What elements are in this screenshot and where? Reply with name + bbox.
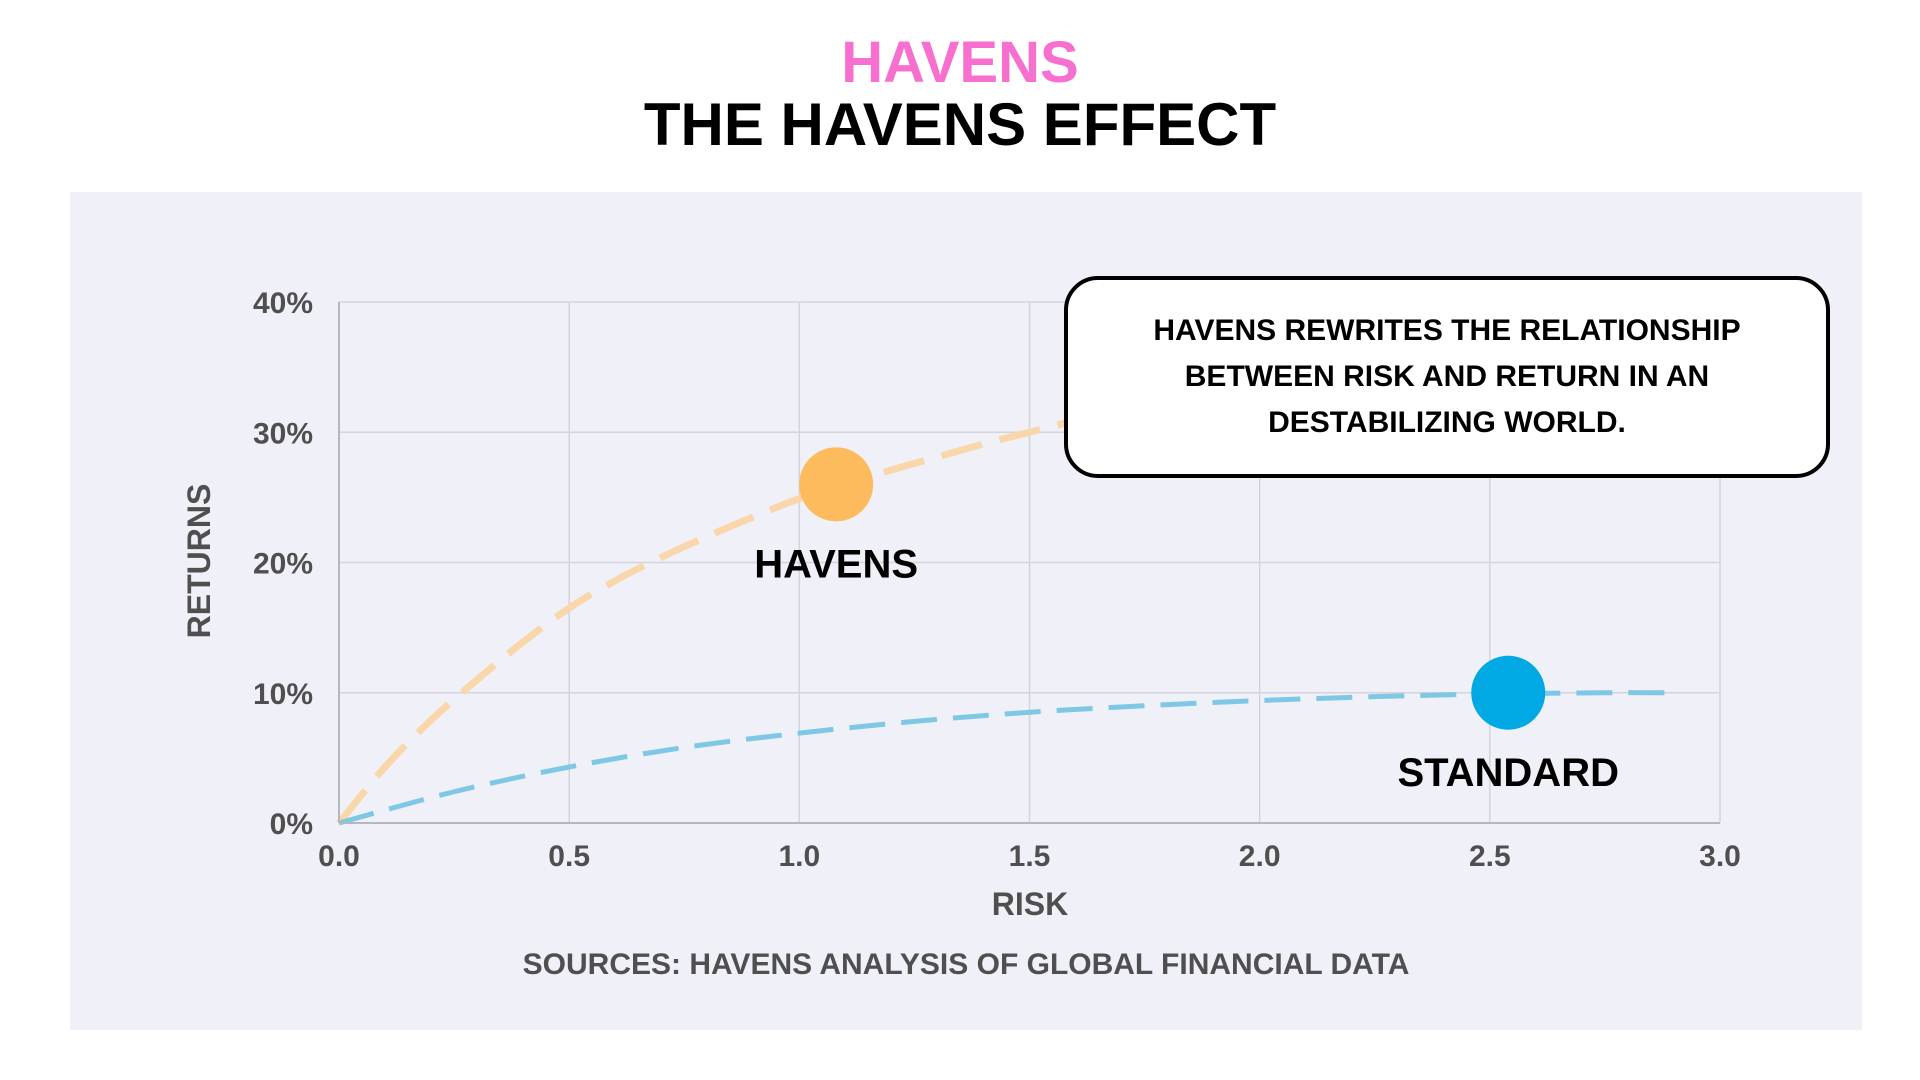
callout-box: HAVENS REWRITES THE RELATIONSHIP BETWEEN… xyxy=(1064,276,1830,478)
x-tick-label: 2.5 xyxy=(1469,840,1511,873)
y-tick-label: 30% xyxy=(253,417,313,450)
chart-axes: 0.0 0.5 1.0 1.5 2.0 2.5 3.0 0% 10% 20% 30% 40% xyxy=(253,287,1741,873)
series-line-havens xyxy=(336,407,1123,826)
point-marker-havens xyxy=(799,447,874,522)
callout-text: HAVENS REWRITES THE RELATIONSHIP BETWEEN… xyxy=(1153,314,1741,439)
x-axis-label: RISK xyxy=(992,886,1068,922)
point-label-havens: HAVENS xyxy=(754,542,918,586)
brand-label: HAVENS xyxy=(841,30,1079,95)
y-tick-label: 20% xyxy=(253,548,313,581)
x-tick-label: 0.0 xyxy=(318,840,360,873)
x-tick-label: 2.0 xyxy=(1239,840,1281,873)
x-tick-label: 1.0 xyxy=(778,840,820,873)
page-title: THE HAVENS EFFECT xyxy=(643,91,1277,158)
chart-points: HAVENS STANDARD xyxy=(754,447,1619,795)
x-tick-label: 0.5 xyxy=(548,840,590,873)
x-tick-label: 1.5 xyxy=(1009,840,1051,873)
y-tick-label: 10% xyxy=(253,678,313,711)
point-marker-standard xyxy=(1471,655,1546,730)
point-label-standard: STANDARD xyxy=(1398,751,1619,795)
y-tick-label: 40% xyxy=(253,287,313,320)
y-axis-label: RETURNS xyxy=(181,484,217,639)
source-note: SOURCES: HAVENS ANALYSIS OF GLOBAL FINAN… xyxy=(522,948,1410,981)
x-tick-label: 3.0 xyxy=(1699,840,1741,873)
y-tick-label: 0% xyxy=(270,808,313,841)
